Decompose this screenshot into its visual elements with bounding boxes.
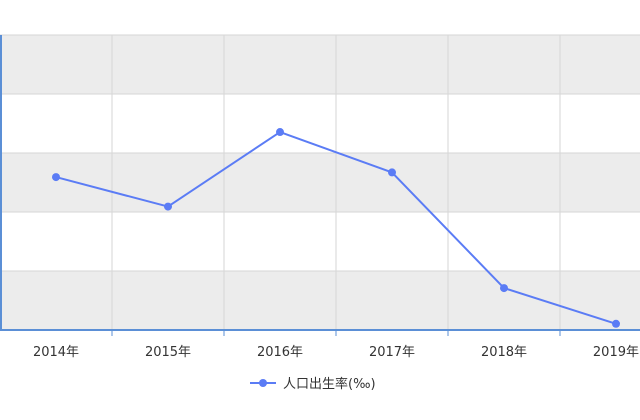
plot-band	[0, 35, 640, 94]
x-tick-label: 2015年	[145, 345, 191, 360]
series-layer	[52, 128, 620, 328]
x-tick-label: 2017年	[369, 345, 415, 360]
x-tick-label: 2018年	[481, 345, 527, 360]
data-point[interactable]	[500, 284, 508, 293]
data-point[interactable]	[276, 128, 284, 137]
axes	[0, 35, 640, 336]
x-tick-label: 2014年	[33, 345, 79, 360]
legend-dot-marker	[259, 379, 267, 387]
plot-band	[0, 212, 640, 271]
plot-band	[0, 153, 640, 212]
legend[interactable]: 人口出生率(‰)	[250, 376, 376, 392]
data-point[interactable]	[388, 168, 396, 177]
plot-background-bands	[0, 35, 640, 330]
series-line	[55, 131, 617, 325]
x-tick-labels: 2014年 2015年 2016年 2017年 2018年 2019年	[33, 345, 639, 360]
grid-lines	[0, 34, 640, 330]
x-tick-label: 2019年	[593, 345, 639, 360]
plot-band	[0, 94, 640, 153]
data-point[interactable]	[52, 173, 60, 182]
data-point[interactable]	[164, 202, 172, 211]
legend-label: 人口出生率(‰)	[283, 376, 376, 392]
data-point[interactable]	[612, 319, 620, 328]
x-tick-label: 2016年	[257, 345, 303, 360]
plot-band	[0, 271, 640, 330]
